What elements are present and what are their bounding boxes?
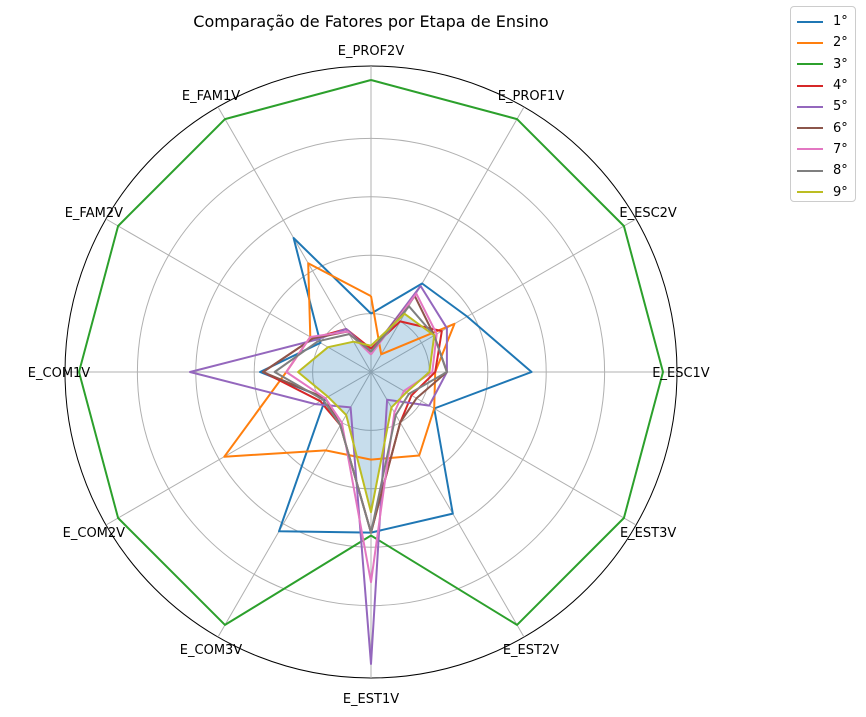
axis-label-e_fam2v: E_FAM2V: [65, 206, 123, 221]
legend-label-8: 8°: [833, 163, 848, 179]
legend-label-2: 2°: [833, 35, 848, 51]
axis-label-e_com2v: E_COM2V: [63, 526, 126, 541]
legend-label-7: 7°: [833, 141, 848, 157]
legend: 1° 2° 3° 4° 5° 6° 7° 8° 9°: [790, 6, 856, 202]
axis-label-e_est2v: E_EST2V: [503, 643, 559, 658]
axis-label-e_fam1v: E_FAM1V: [182, 89, 240, 104]
legend-item-6: 6°: [797, 117, 855, 138]
legend-item-9: 9°: [797, 181, 855, 202]
axis-label-e_est3v: E_EST3V: [620, 526, 676, 541]
spoke-e_fam2v: [105, 218, 372, 373]
legend-label-6: 6°: [833, 120, 848, 136]
legend-swatch-1: [797, 20, 823, 23]
legend-swatch-6: [797, 127, 823, 130]
axis-label-e_com3v: E_COM3V: [180, 643, 243, 658]
axis-label-e_prof2v: E_PROF2V: [338, 44, 405, 59]
spoke-e_est3v: [370, 371, 637, 526]
axis-label-e_esc1v: E_ESC1V: [652, 366, 710, 381]
spoke-e_prof1v: [370, 106, 525, 373]
legend-label-1: 1°: [833, 14, 848, 30]
legend-label-5: 5°: [833, 99, 848, 115]
legend-label-4: 4°: [833, 78, 848, 94]
legend-item-4: 4°: [797, 75, 855, 96]
series-fill-9: [298, 313, 435, 513]
legend-swatch-4: [797, 84, 823, 87]
legend-item-3: 3°: [797, 54, 855, 75]
legend-label-3: 3°: [833, 56, 848, 72]
axis-label-e_prof1v: E_PROF1V: [498, 89, 565, 104]
legend-label-9: 9°: [833, 184, 848, 200]
legend-item-5: 5°: [797, 96, 855, 117]
axis-label-e_esc2v: E_ESC2V: [619, 206, 677, 221]
spoke-e_com2v: [105, 371, 372, 526]
legend-swatch-5: [797, 105, 823, 108]
chart-title: Comparação de Fatores por Etapa de Ensin…: [193, 12, 549, 31]
spoke-e_esc2v: [370, 218, 637, 373]
legend-item-7: 7°: [797, 139, 855, 160]
legend-item-8: 8°: [797, 160, 855, 181]
legend-item-2: 2°: [797, 32, 855, 53]
legend-swatch-2: [797, 41, 823, 44]
series-line-9: [297, 312, 436, 514]
axis-label-e_com1v: E_COM1V: [28, 366, 91, 381]
legend-swatch-9: [797, 191, 823, 194]
legend-swatch-7: [797, 148, 823, 151]
legend-swatch-3: [797, 63, 823, 66]
series-line-3: [78, 79, 664, 626]
series-fill-layer: [298, 313, 435, 513]
legend-item-1: 1°: [797, 11, 855, 32]
series-line-7: [285, 292, 438, 584]
series-lines-layer: [78, 79, 664, 665]
axis-label-e_est1v: E_EST1V: [343, 692, 399, 707]
series-line-5: [189, 285, 448, 665]
legend-swatch-8: [797, 169, 823, 172]
axis-labels: E_PROF2V E_PROF1V E_ESC2V E_ESC1V E_EST3V E_E…: [28, 44, 710, 707]
